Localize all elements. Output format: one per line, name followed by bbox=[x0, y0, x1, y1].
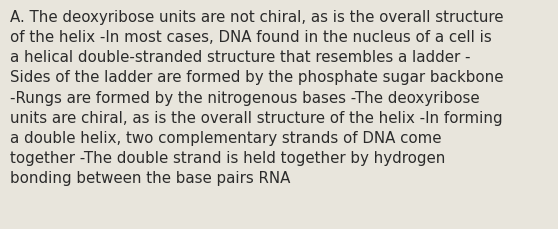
Text: A. The deoxyribose units are not chiral, as is the overall structure
of the heli: A. The deoxyribose units are not chiral,… bbox=[10, 10, 503, 185]
